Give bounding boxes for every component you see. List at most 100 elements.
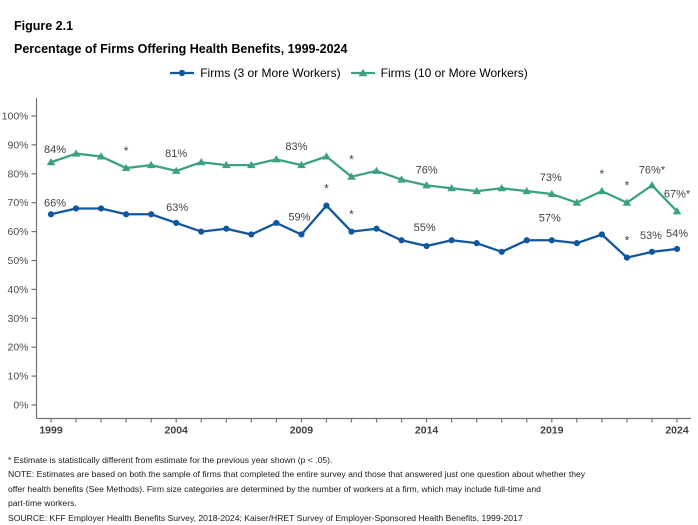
data-point-marker: [398, 237, 405, 244]
y-tick-label: 80%: [7, 168, 28, 180]
note-line-1: NOTE: Estimates are based on both the sa…: [8, 469, 586, 480]
data-point-marker: [221, 160, 231, 169]
data-point-marker: [272, 155, 281, 163]
line-circle-marker-icon: [170, 69, 195, 77]
data-point-marker: [123, 211, 130, 218]
y-tick-label: 70%: [7, 197, 28, 209]
x-tick-label: 2004: [165, 425, 189, 437]
data-point-marker: [422, 181, 431, 189]
figure-title: Percentage of Firms Offering Health Bene…: [14, 42, 348, 56]
legend-item-firms-3-or-more: Firms (3 or More Workers): [170, 66, 341, 80]
data-point-marker: [322, 152, 331, 160]
data-point-label: 81%: [165, 148, 187, 160]
y-tick-label: 0%: [13, 400, 28, 412]
data-point-marker: [372, 166, 381, 174]
significance-asterisk: *: [124, 144, 129, 158]
data-point-marker: [173, 219, 180, 227]
x-tick-label: 2009: [290, 425, 314, 437]
y-tick-label: 100%: [2, 111, 29, 123]
footnotes: * Estimate is statistically different fr…: [8, 453, 585, 525]
data-point-marker: [472, 186, 481, 195]
data-point-label: 66%: [44, 197, 66, 209]
significance-note: * Estimate is statistically different fr…: [8, 455, 333, 465]
y-tick-label: 90%: [7, 139, 28, 151]
data-point-label: 57%: [539, 212, 561, 224]
y-tick-label: 60%: [7, 226, 28, 238]
data-point-marker: [72, 205, 80, 212]
data-point-label: 67%*: [664, 188, 691, 200]
significance-asterisk: *: [349, 208, 354, 222]
data-point-marker: [673, 245, 681, 253]
data-point-marker: [298, 231, 305, 238]
data-point-label: 84%: [44, 144, 66, 156]
data-point-label: 59%: [288, 211, 310, 223]
data-point-marker: [46, 158, 56, 166]
data-point-marker: [548, 237, 555, 244]
data-point-marker: [672, 207, 682, 215]
data-point-marker: [71, 149, 81, 157]
data-point-marker: [146, 160, 156, 169]
figure-header: Figure 2.1 Percentage of Firms Offering …: [14, 15, 347, 61]
chart-legend: Firms (3 or More Workers) Firms (10 or M…: [0, 65, 698, 81]
significance-asterisk: *: [625, 234, 630, 248]
figure-number: Figure 2.1: [14, 19, 74, 33]
note-line-2: offer health benefits (See Methods). Fir…: [8, 483, 541, 494]
data-point-marker: [97, 205, 105, 212]
data-point-label: 54%: [666, 228, 688, 240]
data-point-marker: [647, 181, 657, 189]
data-point-marker: [323, 202, 330, 209]
data-point-marker: [348, 228, 355, 235]
data-point-marker: [497, 184, 507, 192]
data-point-marker: [597, 186, 607, 195]
data-point-marker: [297, 160, 306, 169]
data-point-marker: [248, 231, 255, 238]
data-point-marker: [448, 237, 455, 244]
y-tick-label: 10%: [7, 371, 28, 383]
data-point-marker: [247, 160, 256, 169]
data-point-label: 76%*: [639, 164, 666, 176]
data-point-marker: [623, 254, 631, 261]
data-point-marker: [223, 225, 230, 232]
line-triangle-marker-icon: [350, 68, 375, 77]
legend-item-firms-10-or-more: Firms (10 or More Workers): [350, 66, 528, 80]
y-tick-label: 30%: [7, 313, 28, 325]
y-tick-label: 20%: [7, 342, 28, 354]
data-point-marker: [373, 225, 380, 232]
data-point-marker: [598, 231, 605, 238]
data-point-marker: [473, 240, 480, 247]
series-line-1: [49, 152, 679, 213]
data-point-marker: [96, 152, 106, 160]
data-point-marker: [347, 172, 356, 180]
x-tick-label: 2014: [415, 425, 439, 437]
data-point-marker: [423, 242, 430, 250]
data-point-marker: [572, 198, 582, 206]
data-point-marker: [648, 248, 656, 255]
data-point-marker: [397, 175, 406, 183]
data-point-marker: [622, 198, 632, 206]
legend-label-firms-10-or-more: Firms (10 or More Workers): [380, 66, 528, 80]
series-line-0: [49, 204, 679, 259]
data-point-marker: [121, 163, 131, 172]
data-point-label: 76%: [416, 164, 438, 176]
data-point-label: 63%: [166, 202, 188, 214]
y-tick-label: 40%: [7, 284, 28, 296]
data-point-marker: [148, 211, 155, 218]
data-point-marker: [198, 228, 205, 235]
data-point-marker: [573, 240, 580, 247]
data-point-marker: [523, 237, 530, 244]
data-point-marker: [47, 211, 55, 218]
significance-asterisk: *: [600, 167, 605, 181]
data-point-label: 53%: [640, 230, 662, 242]
data-point-marker: [171, 166, 181, 174]
data-point-marker: [522, 186, 532, 195]
data-point-label: 73%: [540, 172, 562, 184]
y-tick-label: 50%: [7, 255, 28, 267]
line-chart: 0% 10% 20% 30% 40% 50% 60% 70% 80% 90% 100% 1999 200…: [2, 98, 691, 437]
note-line-3: part-time workers.: [8, 498, 77, 509]
x-tick-label: 2019: [540, 425, 564, 437]
significance-asterisk: *: [324, 182, 329, 196]
significance-asterisk: *: [349, 153, 354, 167]
data-point-label: 83%: [285, 141, 307, 153]
data-point-marker: [447, 184, 456, 192]
